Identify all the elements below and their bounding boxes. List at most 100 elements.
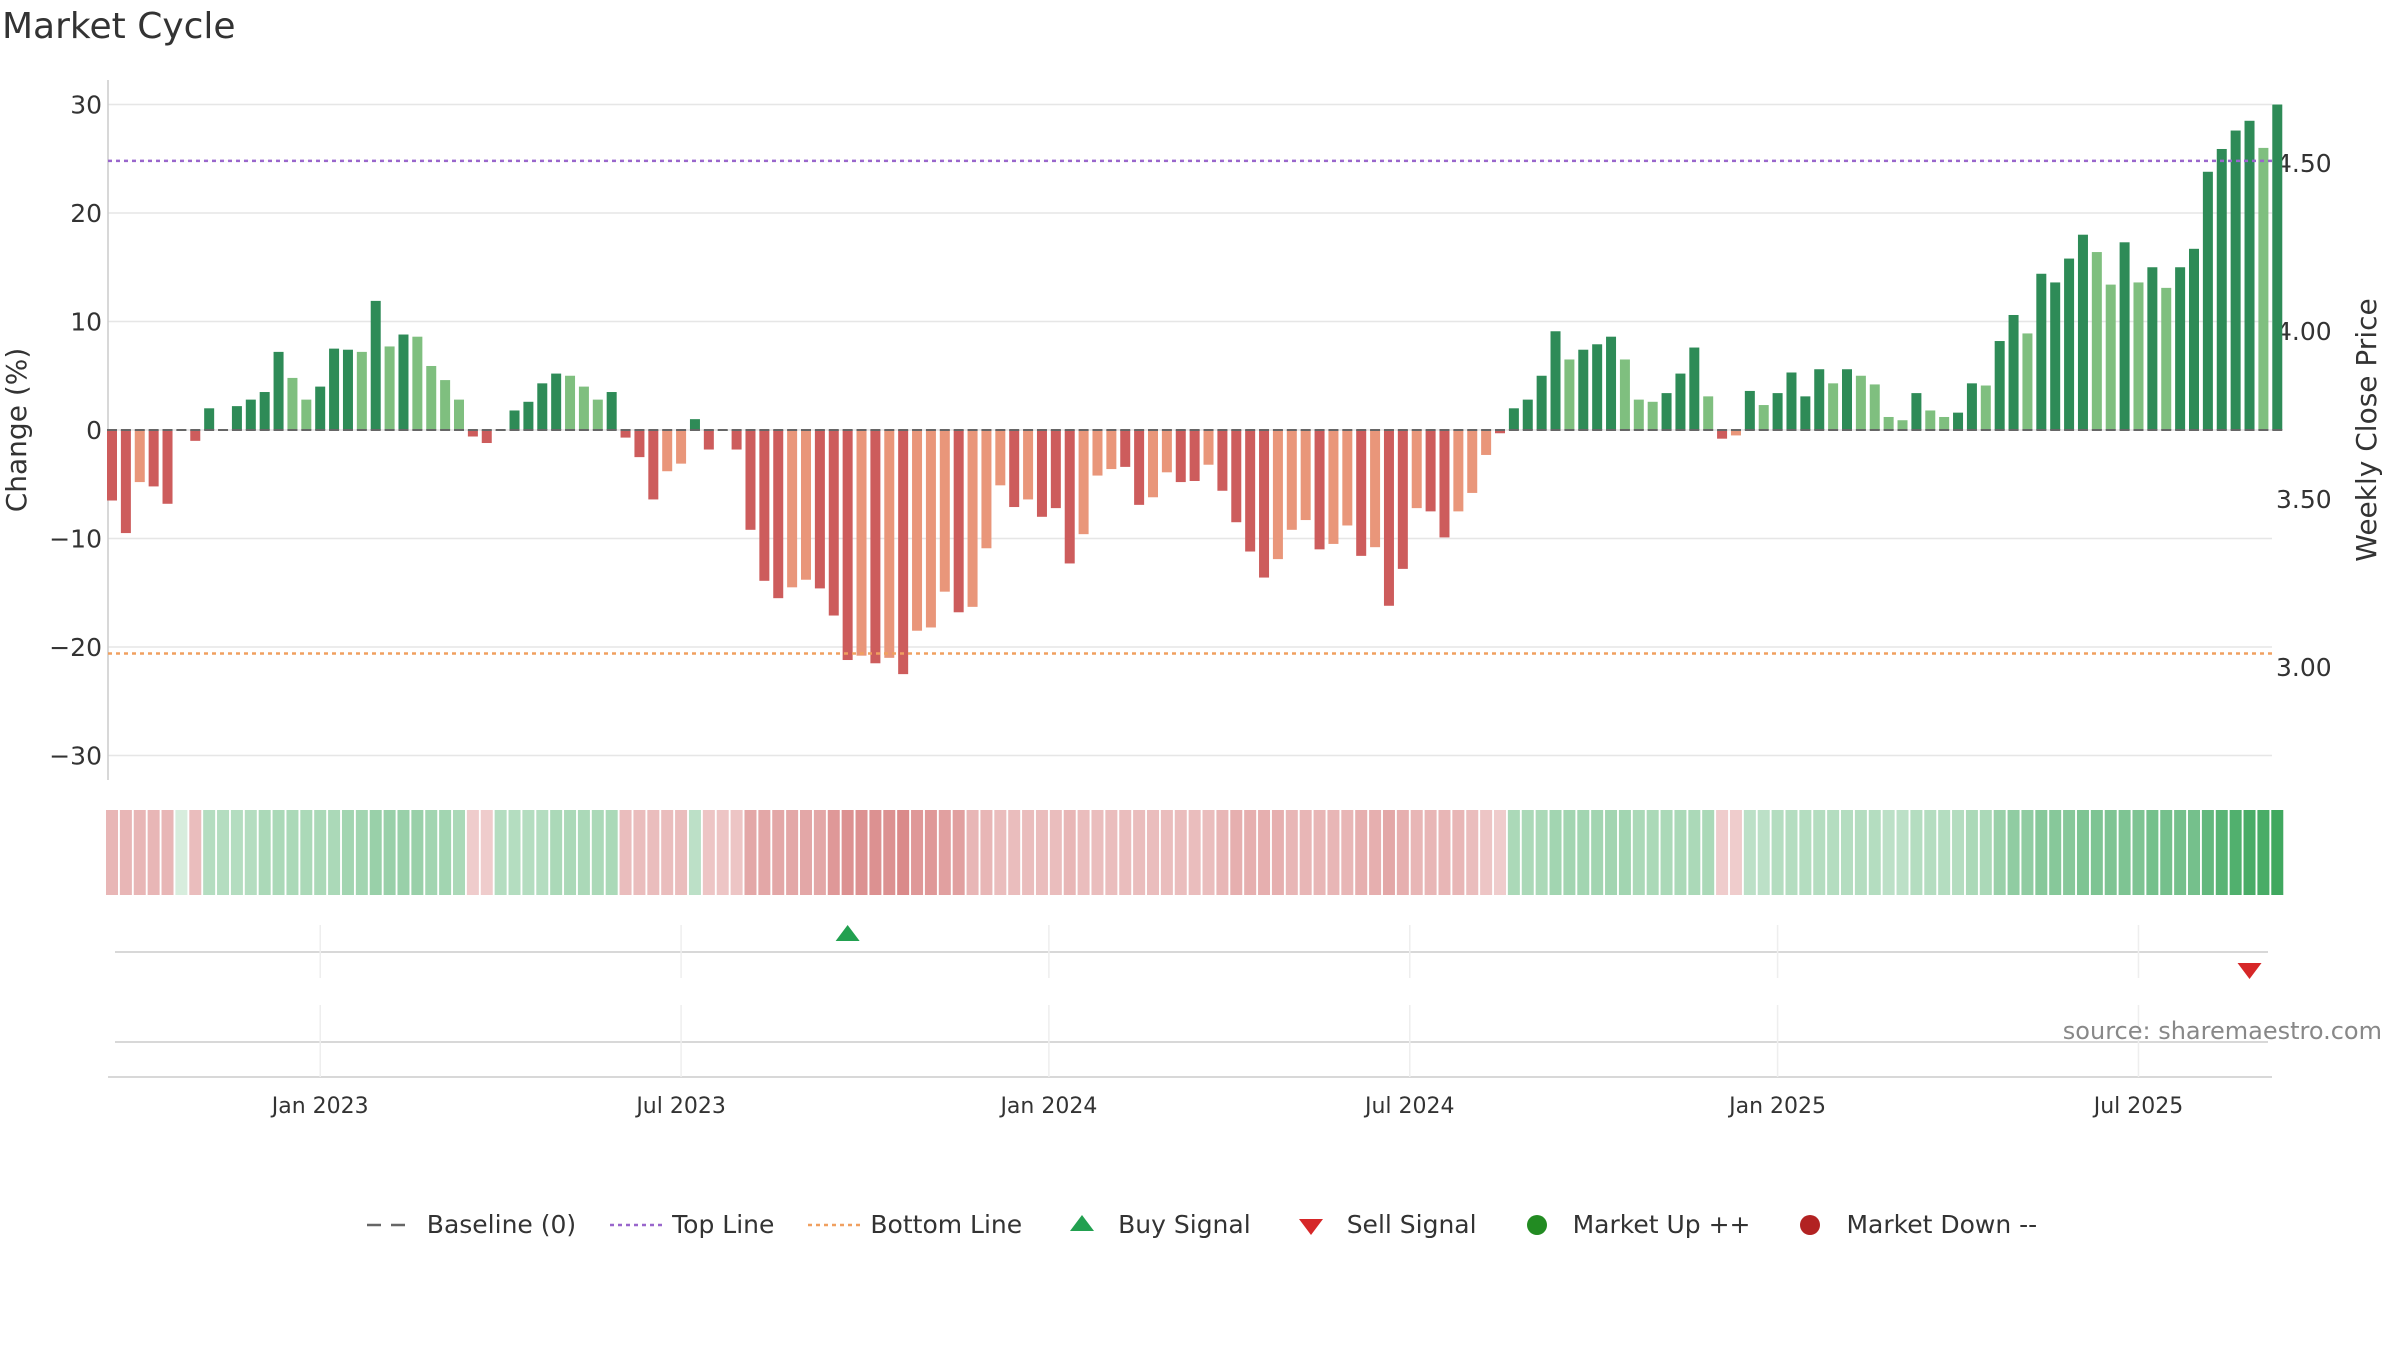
heat-cell: [1424, 810, 1437, 895]
heat-cell: [647, 810, 660, 895]
bar: [606, 392, 617, 430]
legend-item-market-up[interactable]: Market Up ++: [1509, 1210, 1750, 1239]
bar: [1966, 383, 1977, 430]
bar: [2216, 148, 2227, 431]
heat-cell: [1743, 810, 1756, 895]
heat-cell: [1188, 810, 1201, 895]
bar: [384, 346, 395, 430]
heat-cell: [244, 810, 257, 895]
heat-cell: [1799, 810, 1812, 895]
legend-item-top-line[interactable]: Top Line: [608, 1210, 774, 1239]
heat-cell: [1854, 810, 1867, 895]
heat-cell: [2076, 810, 2089, 895]
bar: [2119, 242, 2130, 430]
heat-cell: [383, 810, 396, 895]
right-tick-label: 3.50: [2276, 485, 2332, 514]
heat-cell: [800, 810, 812, 895]
heat-cell: [1813, 810, 1826, 895]
heat-cell: [564, 810, 577, 895]
heat-cell: [1938, 810, 1951, 895]
heat-cell: [106, 810, 118, 895]
heat-cell: [1910, 810, 1923, 895]
y-axis-label-left: Change (%): [0, 348, 33, 513]
bar: [759, 430, 770, 581]
heat-cell: [1355, 810, 1368, 895]
bar: [134, 430, 145, 483]
legend-item-market-down[interactable]: Market Down --: [1782, 1210, 2037, 1239]
bar: [1980, 385, 1991, 430]
heat-cell: [203, 810, 216, 895]
top-line-legend-icon: [610, 1223, 663, 1226]
bar: [1481, 430, 1492, 455]
bar: [995, 430, 1006, 486]
bar: [2022, 333, 2033, 430]
heat-cell: [661, 810, 674, 895]
bar: [1939, 416, 1950, 430]
legend: Baseline (0) Top Line Bottom Line Buy Si…: [0, 1210, 2400, 1239]
bar: [592, 399, 603, 430]
heat-cell: [355, 810, 368, 895]
heat-cell: [2160, 810, 2173, 895]
bar: [1009, 430, 1020, 508]
bar: [1814, 369, 1825, 430]
bar: [898, 430, 909, 675]
heat-cell: [1466, 810, 1479, 895]
legend-item-sell-signal[interactable]: Sell Signal: [1283, 1210, 1477, 1239]
bar: [537, 383, 548, 430]
bar: [1134, 430, 1145, 505]
bar: [1245, 430, 1256, 552]
bar: [1911, 393, 1922, 430]
red-dot-icon: [1800, 1214, 1821, 1235]
bar: [939, 430, 950, 592]
heat-cell: [1022, 810, 1035, 895]
heat-cell: [730, 810, 743, 895]
heat-cell: [827, 810, 840, 895]
bar: [1828, 383, 1839, 430]
heat-cell: [980, 810, 993, 895]
bar: [773, 430, 784, 599]
bar: [287, 377, 298, 430]
heat-cell: [1285, 810, 1298, 895]
legend-item-bottom-line[interactable]: Bottom Line: [806, 1210, 1022, 1239]
heat-cell: [133, 810, 146, 895]
bar: [2105, 284, 2116, 430]
x-tick-label: Jan 2023: [270, 1094, 369, 1119]
bar: [315, 386, 326, 430]
heat-cell: [994, 810, 1007, 895]
heat-cell: [1410, 810, 1423, 895]
bar: [981, 430, 992, 549]
bar: [1953, 412, 1964, 430]
bar: [676, 430, 687, 464]
heat-cell: [1785, 810, 1798, 895]
heat-cell: [2090, 810, 2103, 895]
heat-cell: [2271, 810, 2284, 895]
heat-cell: [300, 810, 313, 895]
heat-cell: [1119, 810, 1132, 895]
heat-cell: [924, 810, 937, 895]
bar: [2050, 282, 2061, 430]
legend-item-baseline[interactable]: Baseline (0): [363, 1210, 576, 1239]
bar: [1203, 430, 1214, 465]
heat-cell: [1827, 810, 1840, 895]
bar: [2161, 287, 2172, 430]
bar: [1092, 430, 1103, 476]
heat-cell: [1632, 810, 1645, 895]
heat-cell: [1480, 810, 1493, 895]
bar: [2175, 267, 2186, 430]
heat-cell: [1063, 810, 1076, 895]
bar: [2077, 234, 2088, 430]
heat-cell: [786, 810, 799, 895]
bar: [1050, 430, 1061, 509]
bar: [731, 430, 742, 450]
heat-cell: [883, 810, 896, 895]
bar: [1175, 430, 1186, 483]
heat-cell: [1147, 810, 1159, 895]
legend-item-buy-signal[interactable]: Buy Signal: [1054, 1210, 1251, 1239]
bar: [2133, 282, 2144, 430]
bar: [1495, 430, 1505, 434]
heat-cell: [1133, 810, 1146, 895]
heat-cell: [1105, 810, 1118, 895]
heat-cell: [411, 810, 424, 895]
bar: [2189, 248, 2199, 430]
